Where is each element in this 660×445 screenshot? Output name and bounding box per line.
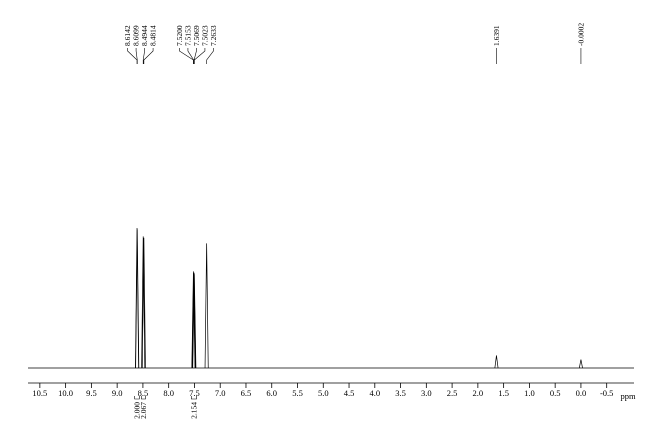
peak [135, 229, 140, 369]
peak-label-connector [142, 48, 145, 64]
peak [204, 243, 209, 369]
x-tick-label: 1.5 [498, 388, 509, 398]
peak-label: 8.4944 [140, 25, 149, 46]
x-tick-label: -0.5 [600, 388, 613, 398]
peak-label-connector [135, 48, 138, 64]
x-tick-label: 5.0 [318, 388, 329, 398]
peak-label: 8.6099 [132, 25, 141, 46]
integral-label: 2.067 [139, 402, 148, 419]
peak-label: 7.5069 [192, 25, 201, 46]
peak-label-connector [206, 48, 214, 64]
x-tick-label: 9.0 [112, 388, 123, 398]
x-tick-label: 6.5 [241, 388, 252, 398]
peak-label: 7.2633 [209, 25, 218, 46]
x-tick-label: 4.5 [344, 388, 355, 398]
x-tick-label: 5.5 [292, 388, 303, 398]
peak-label-connector [143, 48, 154, 64]
x-tick-label: 0.5 [550, 388, 561, 398]
x-tick-label: 6.0 [266, 388, 277, 398]
peak-label: 8.6142 [123, 25, 132, 46]
peak-label: -0.0002 [577, 23, 586, 46]
x-tick-label: 2.5 [447, 388, 458, 398]
peak [191, 272, 196, 369]
peak [141, 236, 146, 369]
x-tick-label: 9.5 [86, 388, 97, 398]
integral-bracket [134, 396, 140, 400]
peak [192, 274, 197, 369]
x-tick-label: 10.0 [58, 388, 73, 398]
peak-label: 7.5200 [175, 25, 184, 46]
x-axis-label: ppm [620, 391, 636, 401]
x-tick-label: 3.0 [421, 388, 432, 398]
peak-label-connector [194, 48, 206, 64]
x-tick-label: 8.0 [163, 388, 174, 398]
peak [141, 237, 146, 369]
peak-label: 1.6391 [492, 25, 501, 46]
integral-label: 2.000 [133, 402, 142, 419]
x-tick-label: 10.5 [32, 388, 47, 398]
x-tick-label: 8.5 [138, 388, 149, 398]
peak-label: 7.5023 [201, 25, 210, 46]
integral-bracket [191, 396, 197, 400]
x-tick-label: 7.5 [189, 388, 200, 398]
integral-label: 2.154 [190, 402, 199, 419]
peak-label-connector [187, 48, 194, 64]
x-tick-label: 2.0 [473, 388, 484, 398]
peak-label: 8.4814 [149, 25, 158, 46]
peak [578, 359, 583, 369]
x-tick-label: 3.5 [395, 388, 406, 398]
peak-label: 7.5153 [184, 25, 193, 46]
peak [494, 355, 499, 369]
x-tick-label: 1.0 [524, 388, 535, 398]
peak-label-connector [127, 48, 138, 64]
x-tick-label: 0.0 [576, 388, 587, 398]
x-tick-label: 7.0 [215, 388, 226, 398]
x-tick-label: 4.0 [369, 388, 380, 398]
integral-bracket [141, 396, 146, 400]
